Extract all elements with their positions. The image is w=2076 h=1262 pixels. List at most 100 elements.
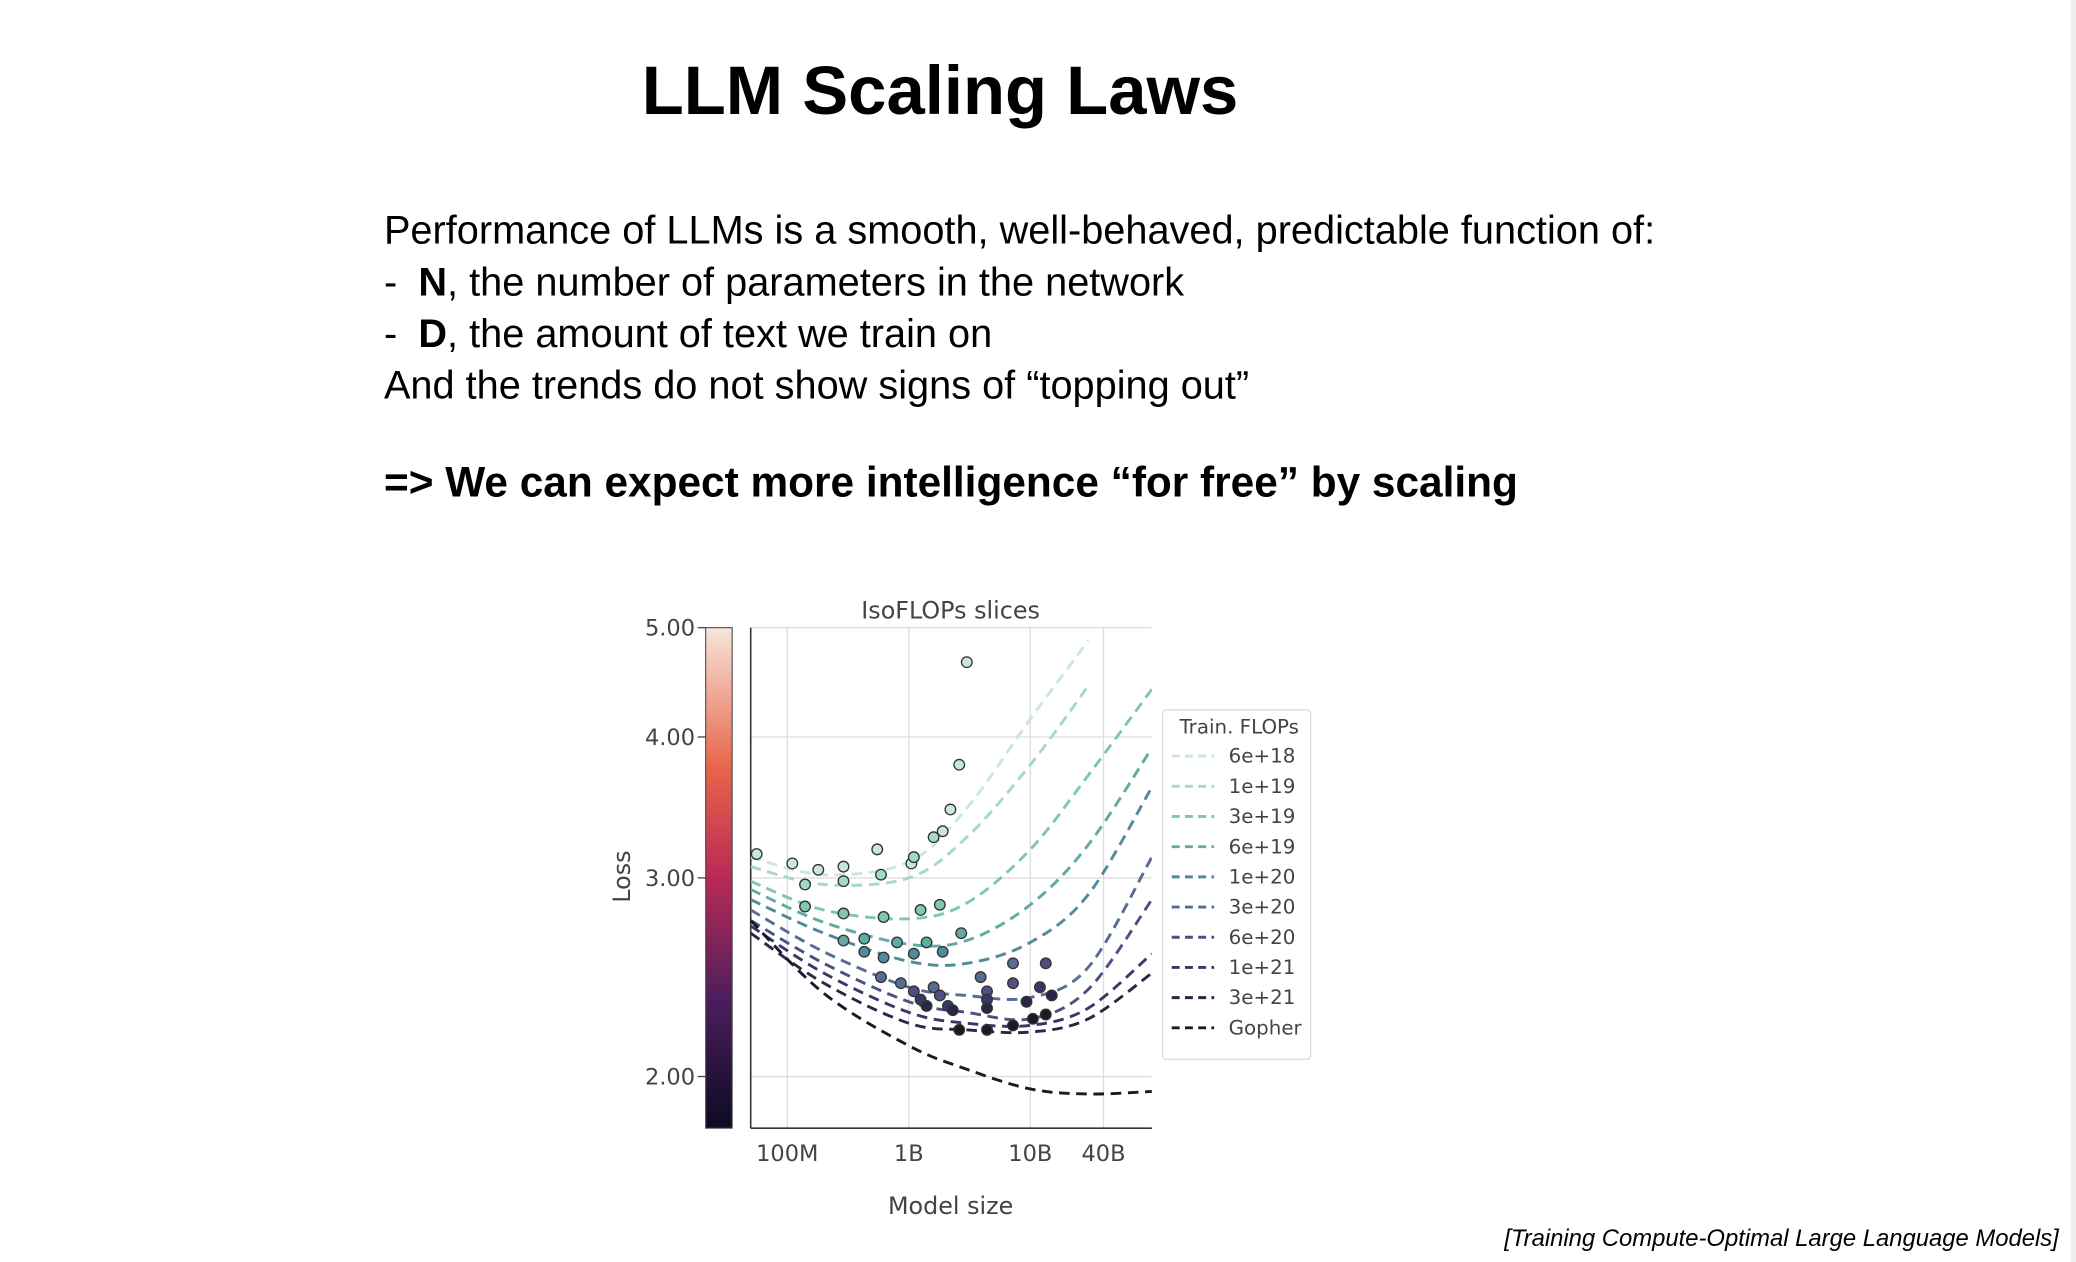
data-point (907, 947, 920, 960)
data-point (1007, 957, 1019, 970)
legend-label: 6e+20 (1229, 926, 1296, 949)
y-tick-label: 3.00 (645, 866, 695, 892)
data-point (750, 848, 763, 860)
data-point (875, 868, 887, 881)
legend-label: 3e+19 (1229, 805, 1296, 828)
data-point (1039, 1008, 1052, 1021)
data-point (858, 945, 871, 958)
fit-curve (750, 688, 1152, 921)
legend-label: 3e+21 (1229, 986, 1296, 1009)
bullet-marker: - (384, 260, 397, 304)
legend-label: 3e+20 (1229, 896, 1296, 919)
data-point (1045, 989, 1058, 1002)
x-axis-label: Model size (888, 1192, 1013, 1220)
data-point (799, 878, 811, 891)
legend-label: 1e+21 (1229, 956, 1296, 979)
legend-label: Gopher (1229, 1016, 1303, 1039)
legend-title: Train. FLOPs (1178, 716, 1299, 739)
data-point (858, 932, 871, 945)
intro-text: Performance of LLMs is a smooth, well-be… (384, 209, 1655, 253)
edge-strip (2070, 0, 2076, 1262)
data-point (907, 851, 920, 864)
data-point (907, 985, 920, 998)
plot-area (750, 639, 1152, 1096)
legend-label: 6e+18 (1229, 745, 1296, 768)
data-point (799, 900, 811, 913)
conclusion: => We can expect more intelligence “for … (384, 459, 1518, 506)
data-point (933, 898, 946, 911)
bullet-key: N (418, 260, 447, 304)
bullet-text: , the number of parameters in the networ… (447, 260, 1184, 304)
slide-title: LLM Scaling Laws (642, 52, 1239, 129)
data-point (837, 875, 850, 888)
data-point (877, 911, 890, 923)
data-point (877, 951, 890, 964)
bullet: - N, the number of parameters in the netw… (384, 260, 1184, 304)
data-point (946, 1004, 959, 1017)
data-point (933, 989, 946, 1002)
citation: [Training Compute-Optimal Large Language… (1503, 1225, 2060, 1252)
data-point (936, 825, 949, 838)
bullet-key: D (418, 312, 447, 356)
bullet: - D, the amount of text we train on (384, 312, 992, 356)
data-point (981, 1023, 993, 1036)
fit-curve (750, 786, 1152, 967)
data-point (974, 971, 987, 984)
colorbar (705, 627, 733, 1129)
data-point (955, 927, 968, 940)
data-point (871, 843, 884, 856)
legend-box (1161, 709, 1312, 1060)
data-point (936, 945, 949, 958)
data-point (953, 758, 966, 771)
x-tick-label: 1B (894, 1141, 924, 1167)
y-tick-label: 2.00 (645, 1064, 695, 1090)
data-point (1007, 977, 1019, 990)
fit-curve (750, 747, 1152, 948)
data-point (920, 936, 933, 949)
data-point (927, 831, 940, 844)
fit-curve (750, 924, 1152, 1028)
data-point (944, 803, 957, 816)
data-point (1020, 995, 1033, 1008)
closing-text: And the trends do not show signs of “top… (384, 364, 1249, 408)
fit-curve (750, 919, 1152, 1096)
data-point (920, 999, 933, 1012)
data-point (927, 981, 940, 994)
data-point (875, 971, 887, 984)
data-point (1039, 957, 1052, 970)
y-axis-label: Loss (608, 850, 636, 902)
data-point (812, 863, 825, 876)
data-point (786, 857, 799, 870)
legend-label: 6e+19 (1229, 835, 1296, 858)
data-point (837, 934, 850, 947)
legend: Train. FLOPs 6e+18 1e+19 3e+19 6e+19 1e+20 3e+… (1161, 709, 1312, 1060)
bullet-marker: - (384, 312, 397, 356)
fit-curve (750, 685, 1090, 887)
x-tick-label: 40B (1081, 1141, 1125, 1167)
y-tick-label: 4.00 (645, 725, 695, 751)
bullet-text: , the amount of text we train on (447, 312, 992, 356)
y-tick-label: 5.00 (645, 616, 695, 642)
fit-curve (750, 639, 1090, 877)
data-point (1007, 1019, 1019, 1032)
legend-label: 1e+20 (1229, 865, 1296, 888)
data-point (891, 936, 903, 949)
data-point (914, 904, 927, 916)
fit-curve (750, 931, 1152, 1035)
data-point (1033, 981, 1046, 994)
data-point (960, 656, 973, 669)
chart: IsoFLOPs slices Model size Loss 2.00 3.00… (608, 596, 1312, 1220)
data-point (894, 977, 907, 990)
x-tick-label: 10B (1008, 1141, 1052, 1167)
x-tick-label: 100M (756, 1141, 818, 1167)
chart-title: IsoFLOPs slices (861, 596, 1040, 624)
data-point (981, 1002, 993, 1015)
data-point (837, 860, 850, 873)
data-point (1026, 1012, 1039, 1025)
legend-label: 1e+19 (1229, 775, 1296, 798)
data-point (837, 907, 850, 920)
data-point (953, 1023, 966, 1036)
